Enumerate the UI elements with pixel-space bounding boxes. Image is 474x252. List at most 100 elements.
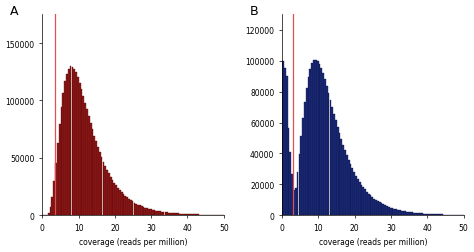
Bar bbox=[170, 213, 172, 215]
Bar bbox=[154, 210, 155, 215]
Bar bbox=[192, 214, 194, 215]
Bar bbox=[293, 190, 295, 215]
Bar bbox=[164, 212, 166, 215]
Bar bbox=[139, 206, 141, 215]
Bar bbox=[329, 100, 331, 215]
Bar bbox=[392, 208, 393, 215]
Bar bbox=[324, 80, 326, 215]
Bar bbox=[395, 209, 397, 215]
Bar bbox=[161, 212, 163, 215]
Bar bbox=[338, 134, 340, 215]
Bar bbox=[288, 128, 289, 215]
Bar bbox=[186, 214, 188, 215]
Bar bbox=[304, 103, 306, 215]
Bar bbox=[110, 177, 111, 215]
Bar bbox=[175, 213, 177, 215]
Bar bbox=[291, 174, 293, 215]
Bar bbox=[282, 61, 284, 215]
Bar bbox=[401, 211, 402, 215]
Bar bbox=[104, 166, 106, 215]
Bar bbox=[48, 213, 50, 215]
Bar bbox=[112, 180, 113, 215]
Bar bbox=[79, 83, 81, 215]
Bar bbox=[172, 213, 173, 215]
Bar bbox=[130, 200, 132, 215]
Bar bbox=[426, 214, 428, 215]
Bar bbox=[432, 214, 433, 215]
Bar bbox=[75, 73, 77, 215]
Bar bbox=[148, 209, 150, 215]
Bar bbox=[417, 213, 419, 215]
Bar bbox=[413, 213, 415, 215]
Bar bbox=[430, 214, 432, 215]
Bar bbox=[152, 210, 154, 215]
Bar bbox=[115, 186, 117, 215]
Bar bbox=[70, 67, 72, 215]
Bar bbox=[100, 158, 102, 215]
Bar bbox=[119, 191, 121, 215]
Bar bbox=[93, 136, 95, 215]
Bar bbox=[123, 194, 124, 215]
Bar bbox=[350, 165, 351, 215]
Bar bbox=[364, 190, 366, 215]
Bar bbox=[102, 162, 104, 215]
Bar bbox=[320, 69, 322, 215]
Bar bbox=[421, 213, 422, 215]
Bar bbox=[375, 200, 377, 215]
Bar bbox=[419, 213, 421, 215]
Bar bbox=[190, 214, 192, 215]
Bar bbox=[194, 214, 195, 215]
Bar bbox=[315, 60, 317, 215]
Bar bbox=[145, 208, 146, 215]
Bar bbox=[82, 96, 84, 215]
Bar bbox=[181, 214, 183, 215]
Bar bbox=[368, 194, 370, 215]
Bar bbox=[141, 206, 143, 215]
Bar bbox=[61, 108, 63, 215]
Bar bbox=[408, 212, 410, 215]
Bar bbox=[310, 70, 311, 215]
Bar bbox=[397, 210, 399, 215]
Bar bbox=[381, 204, 383, 215]
Bar bbox=[383, 205, 384, 215]
Bar bbox=[64, 82, 66, 215]
Bar bbox=[437, 214, 439, 215]
Bar bbox=[136, 204, 137, 215]
Bar bbox=[137, 205, 139, 215]
Bar bbox=[308, 78, 310, 215]
Bar bbox=[73, 69, 75, 215]
Bar bbox=[159, 211, 161, 215]
Bar bbox=[166, 212, 168, 215]
Bar bbox=[57, 144, 59, 215]
Bar bbox=[55, 163, 57, 215]
Bar bbox=[196, 214, 197, 215]
Bar bbox=[379, 203, 381, 215]
Text: B: B bbox=[249, 5, 258, 18]
Bar bbox=[415, 213, 417, 215]
Bar bbox=[359, 182, 361, 215]
Bar bbox=[384, 206, 386, 215]
Bar bbox=[68, 69, 70, 215]
Bar bbox=[155, 211, 157, 215]
Bar bbox=[402, 211, 404, 215]
Bar bbox=[374, 199, 375, 215]
X-axis label: coverage (reads per million): coverage (reads per million) bbox=[319, 237, 427, 246]
Bar bbox=[124, 196, 126, 215]
Bar bbox=[399, 210, 401, 215]
Bar bbox=[435, 214, 437, 215]
Bar bbox=[404, 211, 406, 215]
Bar bbox=[284, 69, 286, 215]
Bar bbox=[377, 201, 379, 215]
Bar bbox=[322, 74, 324, 215]
Bar bbox=[313, 61, 315, 215]
Bar bbox=[146, 208, 148, 215]
X-axis label: coverage (reads per million): coverage (reads per million) bbox=[79, 237, 187, 246]
Bar bbox=[357, 179, 359, 215]
Bar bbox=[333, 114, 335, 215]
Bar bbox=[117, 188, 119, 215]
Bar bbox=[348, 160, 349, 215]
Bar bbox=[393, 209, 395, 215]
Bar bbox=[66, 74, 68, 215]
Bar bbox=[302, 119, 304, 215]
Bar bbox=[108, 174, 110, 215]
